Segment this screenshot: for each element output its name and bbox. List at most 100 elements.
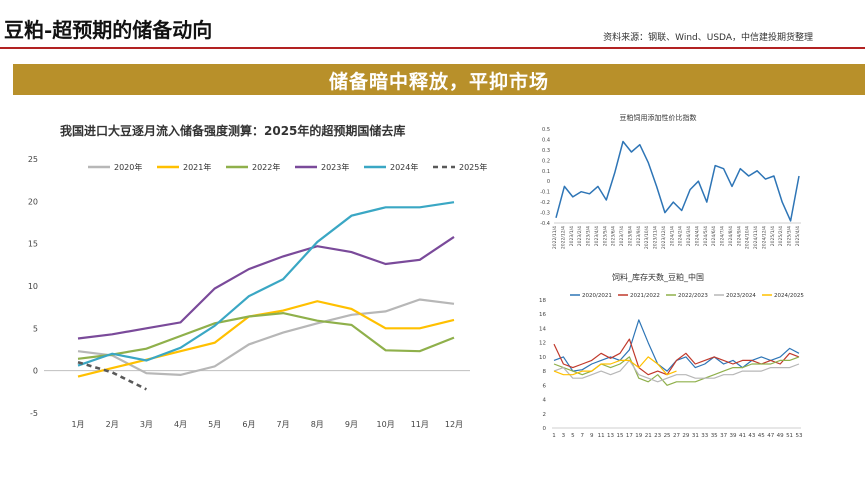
x-tick-label: 2024/5/4 xyxy=(703,226,709,246)
x-tick-label: 2023/12/4 xyxy=(661,226,667,249)
y-tick-label: 10 xyxy=(539,355,546,361)
x-tick-label: 7 xyxy=(581,433,585,439)
y-tick-label: -0.2 xyxy=(540,200,550,206)
x-tick-label: 2023/4/4 xyxy=(594,226,600,246)
x-tick-label: 2023/3/4 xyxy=(586,226,592,246)
x-tick-label: 2024/1/4 xyxy=(669,226,675,246)
x-tick-label: 2024/11/4 xyxy=(753,226,759,249)
x-tick-label: 12月 xyxy=(445,420,463,429)
x-tick-label: 29 xyxy=(682,433,689,439)
y-tick-label: 18 xyxy=(539,298,546,304)
x-tick-label: 2023/10/4 xyxy=(644,226,650,249)
x-tick-label: 10月 xyxy=(377,420,395,429)
chart-title: 豆粕饲用添加性价比指数 xyxy=(620,113,697,122)
x-tick-label: 19 xyxy=(635,433,642,439)
x-tick-label: 17 xyxy=(626,433,633,439)
x-tick-label: 33 xyxy=(701,433,708,439)
y-tick-label: 20 xyxy=(28,197,38,206)
series-line xyxy=(77,360,147,391)
x-tick-label: 2025/3/4 xyxy=(787,226,793,246)
y-tick-label: 4 xyxy=(543,398,547,404)
x-tick-label: 49 xyxy=(777,433,784,439)
x-tick-label: 2023/11/4 xyxy=(653,226,659,249)
x-tick-label: 11月 xyxy=(411,420,429,429)
y-tick-label: 16 xyxy=(539,312,546,318)
legend-label: 2020/2021 xyxy=(582,293,612,299)
y-tick-label: -0.3 xyxy=(540,211,550,217)
x-tick-label: 2024/4/4 xyxy=(694,226,700,246)
chart-title: 我国进口大豆逐月流入储备强度测算：2025年的超预期国储去库 xyxy=(60,123,405,138)
x-tick-label: 2024/7/4 xyxy=(720,226,726,246)
x-tick-label: 2023/6/4 xyxy=(611,226,617,246)
reserve-inflow-chart: 我国进口大豆逐月流入储备强度测算：2025年的超预期国储去库 2020年 2021… xyxy=(28,123,488,429)
legend-label: 2022年 xyxy=(252,162,280,172)
x-tick-label: 2025/4/4 xyxy=(795,226,801,246)
x-tick-label: 53 xyxy=(796,433,803,439)
meal-inventory-days-chart: 饲料_库存天数_豆粕_中国 2020/2021 2021/2022 2022/202… xyxy=(539,272,804,439)
x-tick-label: 7月 xyxy=(277,420,290,429)
x-tick-label: 23 xyxy=(654,433,661,439)
x-tick-label: 2024/3/4 xyxy=(686,226,692,246)
x-tick-label: 2024/8/4 xyxy=(728,226,734,246)
x-tick-label: 2024/2/4 xyxy=(678,226,684,246)
series-line xyxy=(77,235,455,340)
y-tick-label: 2 xyxy=(543,412,547,418)
x-tick-label: 2023/1/4 xyxy=(569,226,575,246)
y-tick-label: 0.3 xyxy=(542,148,550,154)
x-tick-label: 2023/2/4 xyxy=(577,226,583,246)
x-tick-label: 37 xyxy=(720,433,727,439)
y-tick-label: 0 xyxy=(547,179,550,185)
legend-label: 2024/2025 xyxy=(774,293,804,299)
x-tick-label: 47 xyxy=(767,433,774,439)
y-tick-label: -5 xyxy=(30,409,38,418)
legend-label: 2021/2022 xyxy=(630,293,660,299)
x-tick-label: 2024/9/4 xyxy=(736,226,742,246)
x-tick-label: 13 xyxy=(607,433,614,439)
x-tick-label: 2025/2/4 xyxy=(778,226,784,246)
legend-label: 2021年 xyxy=(183,162,211,172)
x-tick-label: 27 xyxy=(673,433,680,439)
y-tick-label: 15 xyxy=(28,240,38,249)
x-tick-label: 6月 xyxy=(242,420,255,429)
series-line xyxy=(77,298,455,377)
x-tick-label: 2023/9/4 xyxy=(636,226,642,246)
chart-title: 饲料_库存天数_豆粕_中国 xyxy=(612,272,704,282)
series-line xyxy=(555,140,800,222)
x-tick-label: 25 xyxy=(664,433,671,439)
x-tick-label: 5月 xyxy=(208,420,221,429)
y-tick-label: 14 xyxy=(539,326,546,332)
series-line xyxy=(553,356,677,376)
x-tick-label: 15 xyxy=(616,433,623,439)
source-note: 资料来源：钢联、Wind、USDA，中信建投期货整理 xyxy=(603,33,813,43)
x-tick-label: 2024/6/4 xyxy=(711,226,717,246)
banner-text: 储备暗中释放，平抑市场 xyxy=(328,71,549,93)
legend-label: 2023年 xyxy=(321,162,349,172)
y-tick-label: 6 xyxy=(543,383,547,389)
y-tick-label: 0.4 xyxy=(542,137,550,143)
x-tick-label: 4月 xyxy=(174,420,187,429)
x-tick-label: 2022/12/4 xyxy=(560,226,566,249)
legend-label: 2025年 xyxy=(459,162,487,172)
x-tick-label: 51 xyxy=(786,433,793,439)
x-tick-label: 2022/11/4 xyxy=(552,226,558,249)
legend-label: 2022/2023 xyxy=(678,293,708,299)
banner: 储备暗中释放，平抑市场 xyxy=(13,64,865,95)
y-tick-label: 0 xyxy=(543,426,547,432)
x-tick-label: 2023/5/4 xyxy=(602,226,608,246)
y-tick-label: 5 xyxy=(33,324,38,333)
x-tick-label: 2月 xyxy=(106,420,119,429)
x-tick-label: 35 xyxy=(711,433,718,439)
series-line xyxy=(77,300,455,378)
y-tick-label: -0.4 xyxy=(540,221,550,227)
x-tick-label: 2023/8/4 xyxy=(627,226,633,246)
x-tick-label: 43 xyxy=(748,433,755,439)
x-tick-label: 5 xyxy=(571,433,575,439)
x-tick-label: 31 xyxy=(692,433,699,439)
series-line xyxy=(77,201,455,367)
header-divider xyxy=(0,47,865,49)
y-tick-label: 8 xyxy=(543,369,547,375)
x-tick-label: 3 xyxy=(562,433,566,439)
x-tick-label: 2024/12/4 xyxy=(761,226,767,249)
y-tick-label: 0.5 xyxy=(542,127,550,133)
x-tick-label: 39 xyxy=(730,433,737,439)
